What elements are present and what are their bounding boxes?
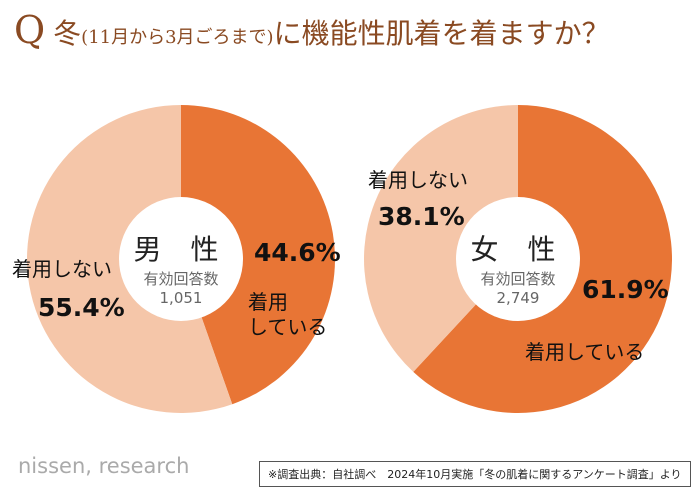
donut-hole [456,197,580,321]
male-slice-wear [181,105,335,405]
title-season: 冬 [53,17,82,50]
male-wear-pct: 44.6% [254,238,341,267]
donut-hole [119,197,243,321]
male-respondents-label: 有効回答数 [143,270,219,288]
male-respondents: 1,051 [159,289,203,307]
male-center: 男 性 有効回答数 1,051 [116,228,246,307]
female-nowear-pct: 38.1% [378,202,465,231]
q-mark: Q [14,8,46,52]
female-nowear-label: 着用しない [368,168,468,192]
female-slice-nowear [364,105,518,372]
female-respondents-label: 有効回答数 [480,270,556,288]
male-group-label: 男 性 [133,233,229,266]
nissen-research-logo: nissen, research [18,454,190,478]
female-wear-label: 着用している [525,340,645,364]
male-wear-label: 着用 している [248,290,327,340]
question-title: Q 冬(11月から3月ごろまで)に機能性肌着を着ますか？ [14,8,610,52]
male-nowear-label: 着用しない [12,257,112,281]
title-period: (11月から3月ごろまで) [81,27,274,48]
male-nowear-pct: 55.4% [38,293,125,322]
female-center: 女 性 有効回答数 2,749 [453,228,583,307]
title-question: に機能性肌着を着ますか？ [273,17,610,50]
male-wear-label-1: 着用 [248,290,288,314]
source-note: ※調査出典：自社調べ 2024年10月実施「冬の肌着に関するアンケート調査」より [259,461,691,487]
female-group-label: 女 性 [470,233,566,266]
female-wear-pct: 61.9% [582,275,669,304]
male-wear-label-2: している [248,315,328,339]
female-respondents: 2,749 [496,289,540,307]
